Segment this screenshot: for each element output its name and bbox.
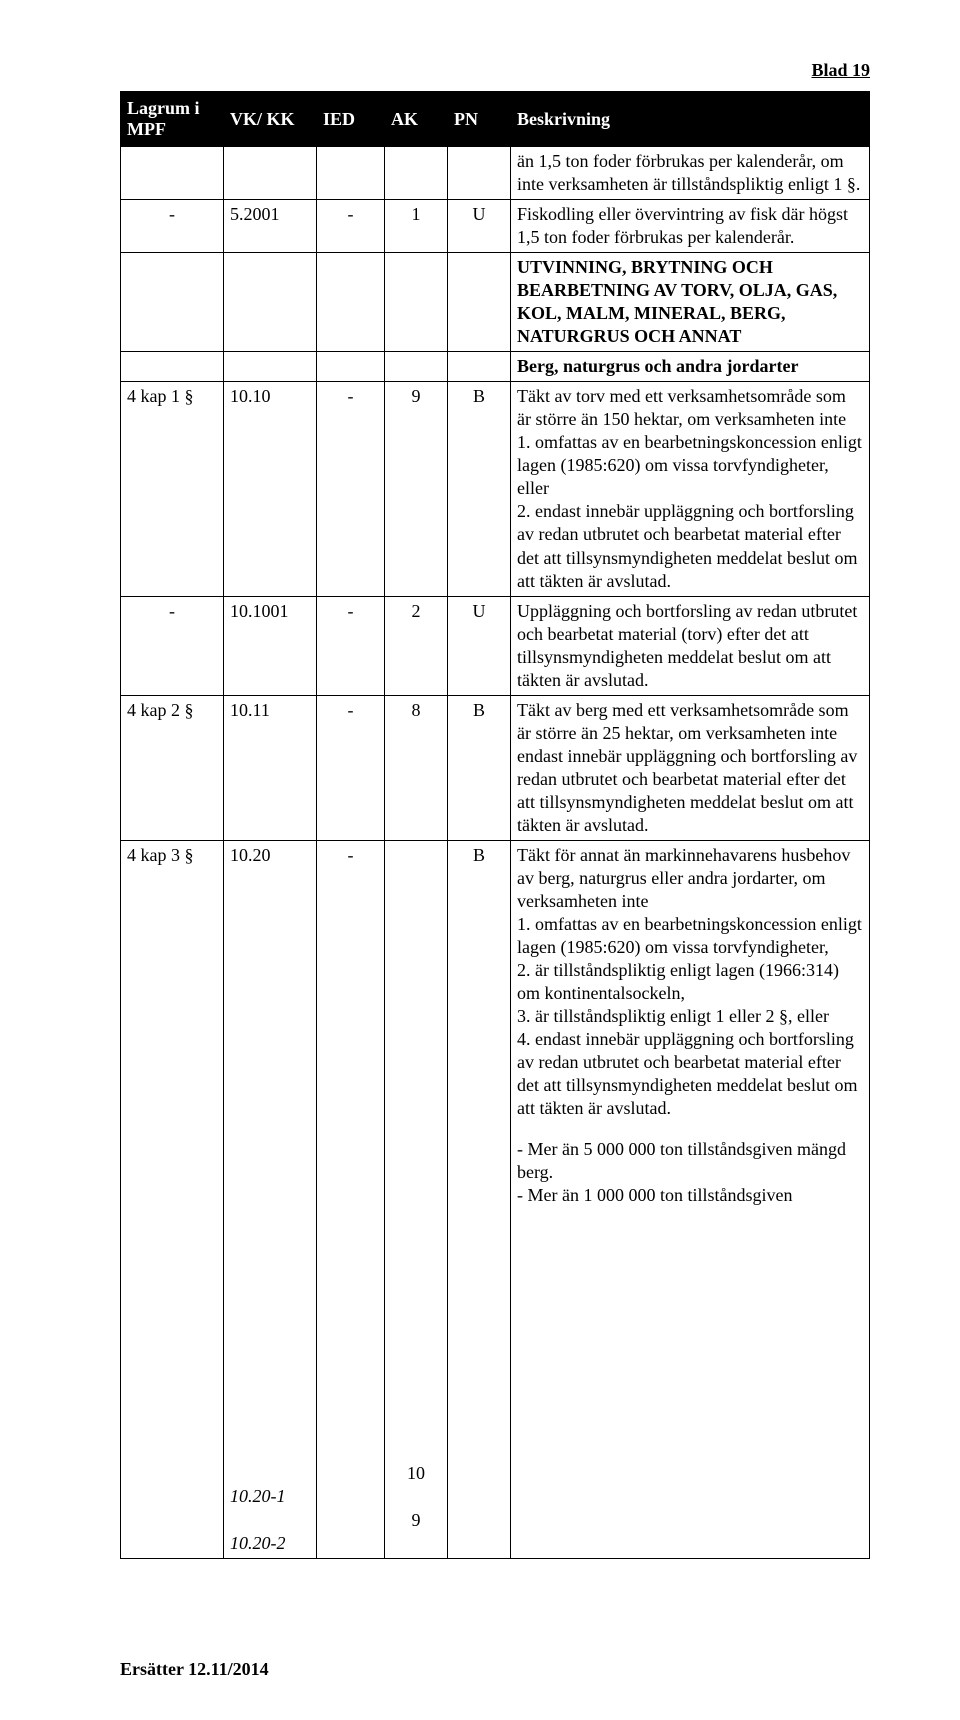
table-row: 4 kap 1 § 10.10 - 9 B Täkt av torv med e… — [121, 382, 870, 596]
cell-lagrum: 4 kap 3 § — [121, 840, 224, 1558]
col-lagrum: Lagrum i MPF — [121, 92, 224, 147]
cell-pn: U — [448, 200, 511, 253]
ak-sub1: 10 — [391, 1462, 441, 1485]
cell-vk: 5.2001 — [224, 200, 317, 253]
cell-ied — [317, 147, 385, 200]
cell-ied: - — [317, 840, 385, 1558]
cell-pn: B — [448, 840, 511, 1558]
cell-lagrum: 4 kap 2 § — [121, 695, 224, 840]
table-row: än 1,5 ton foder förbrukas per kalenderå… — [121, 147, 870, 200]
cell-pn: U — [448, 596, 511, 695]
cell-vk — [224, 352, 317, 382]
table-row: 4 kap 2 § 10.11 - 8 B Täkt av berg med e… — [121, 695, 870, 840]
table-row: - 5.2001 - 1 U Fiskodling eller övervint… — [121, 200, 870, 253]
cell-ied: - — [317, 596, 385, 695]
table-row-heading: UTVINNING, BRYTNING OCH BEARBETNING AV T… — [121, 253, 870, 352]
cell-lagrum: - — [121, 596, 224, 695]
cell-lagrum: 4 kap 1 § — [121, 382, 224, 596]
cell-ak: 2 — [385, 596, 448, 695]
cell-desc: Täkt av berg med ett verksamhetsområde s… — [511, 695, 870, 840]
cell-vk: 10.10 — [224, 382, 317, 596]
regulations-table: Lagrum i MPF VK/ KK IED AK PN Beskrivnin… — [120, 91, 870, 1559]
cell-ied — [317, 253, 385, 352]
cell-pn: B — [448, 695, 511, 840]
cell-ak: 9 — [385, 382, 448, 596]
cell-desc: Uppläggning och bortforsling av redan ut… — [511, 596, 870, 695]
cell-desc: Fiskodling eller övervintring av fisk dä… — [511, 200, 870, 253]
cell-section-heading: UTVINNING, BRYTNING OCH BEARBETNING AV T… — [511, 253, 870, 352]
cell-lagrum: - — [121, 200, 224, 253]
table-header-row: Lagrum i MPF VK/ KK IED AK PN Beskrivnin… — [121, 92, 870, 147]
cell-vk — [224, 253, 317, 352]
cell-desc: än 1,5 ton foder förbrukas per kalenderå… — [511, 147, 870, 200]
cell-desc: Täkt av torv med ett verksamhetsområde s… — [511, 382, 870, 596]
cell-vk: 10.11 — [224, 695, 317, 840]
desc-main: Täkt för annat än markinnehavarens husbe… — [517, 844, 863, 1120]
cell-ak — [385, 253, 448, 352]
cell-lagrum — [121, 352, 224, 382]
col-ak: AK — [385, 92, 448, 147]
cell-vk — [224, 147, 317, 200]
cell-vk: 10.20 10.20-1 10.20-2 — [224, 840, 317, 1558]
col-vk: VK/ KK — [224, 92, 317, 147]
cell-pn: B — [448, 382, 511, 596]
table-row: 4 kap 3 § 10.20 10.20-1 10.20-2 - 10 9 B — [121, 840, 870, 1558]
ak-sub2: 9 — [391, 1509, 441, 1532]
cell-ied: - — [317, 382, 385, 596]
cell-lagrum — [121, 253, 224, 352]
cell-ak: 1 — [385, 200, 448, 253]
cell-ied — [317, 352, 385, 382]
cell-pn — [448, 352, 511, 382]
cell-section-subheading: Berg, naturgrus och andra jordarter — [511, 352, 870, 382]
vk-main: 10.20 — [230, 844, 310, 867]
cell-ak — [385, 352, 448, 382]
table-row: - 10.1001 - 2 U Uppläggning och bortfors… — [121, 596, 870, 695]
cell-ied: - — [317, 695, 385, 840]
table-row-subheading: Berg, naturgrus och andra jordarter — [121, 352, 870, 382]
cell-vk: 10.1001 — [224, 596, 317, 695]
cell-ied: - — [317, 200, 385, 253]
page-number: Blad 19 — [120, 60, 870, 81]
desc-sub2: - Mer än 1 000 000 ton tillståndsgiven — [517, 1184, 863, 1207]
cell-ak: 8 — [385, 695, 448, 840]
cell-ak: 10 9 — [385, 840, 448, 1558]
col-ied: IED — [317, 92, 385, 147]
cell-lagrum — [121, 147, 224, 200]
cell-pn — [448, 147, 511, 200]
desc-sub1: - Mer än 5 000 000 ton tillståndsgiven m… — [517, 1138, 863, 1184]
col-pn: PN — [448, 92, 511, 147]
cell-pn — [448, 253, 511, 352]
cell-ak — [385, 147, 448, 200]
vk-sub2: 10.20-2 — [230, 1532, 310, 1555]
cell-desc: Täkt för annat än markinnehavarens husbe… — [511, 840, 870, 1558]
footer-text: Ersätter 12.11/2014 — [120, 1659, 870, 1680]
vk-sub1: 10.20-1 — [230, 1485, 310, 1508]
col-beskrivning: Beskrivning — [511, 92, 870, 147]
